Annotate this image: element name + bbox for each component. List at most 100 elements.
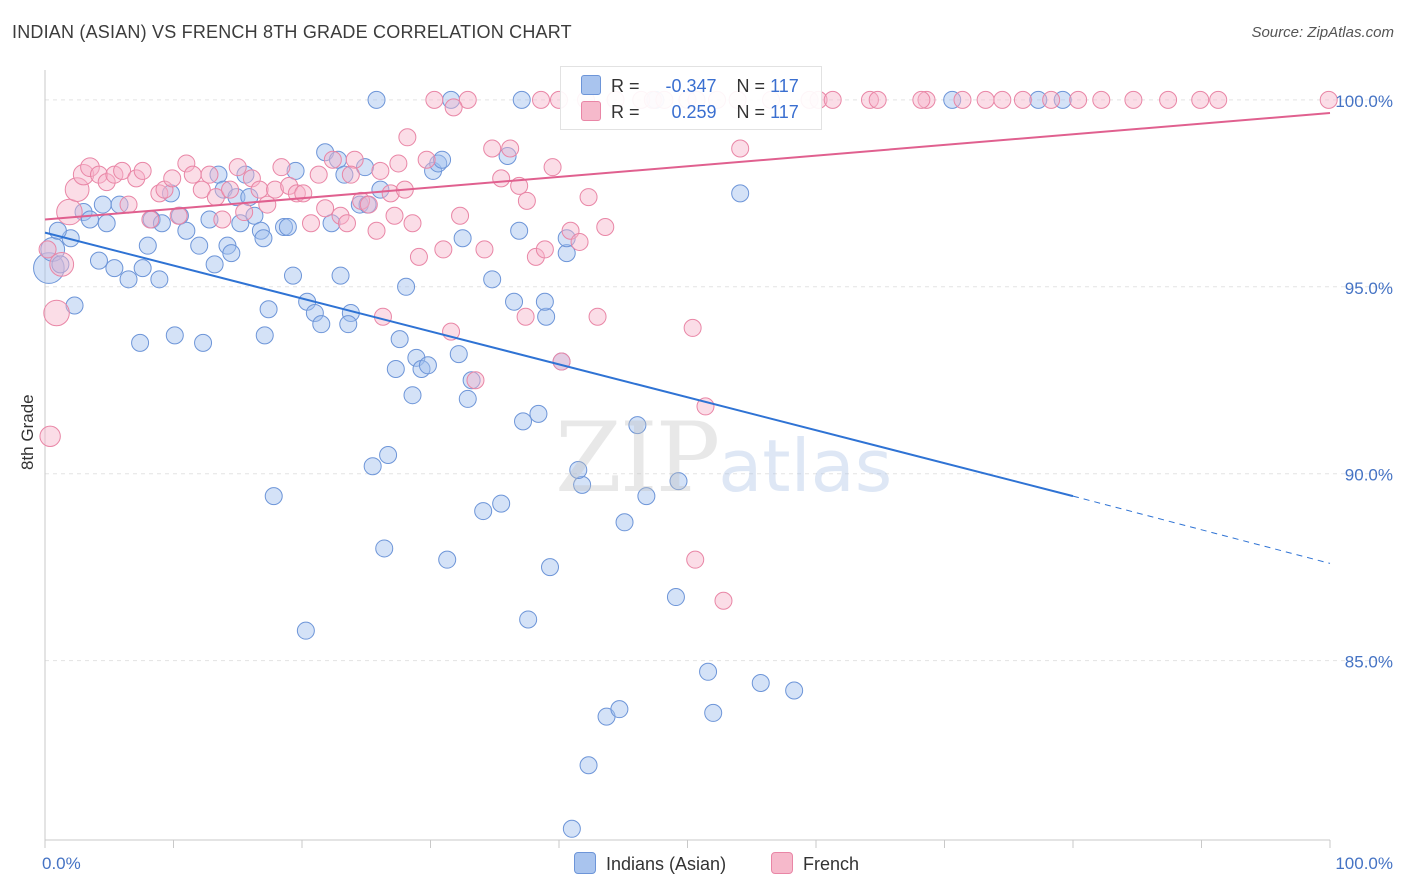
point-french [337,214,356,233]
legend-item-indians[interactable]: Indians (Asian) [574,852,726,875]
point-french [409,247,428,266]
point-indians-asian [666,588,685,607]
point-indians-asian [474,502,493,521]
point-indians-asian [335,165,354,184]
point-indians-asian [152,214,171,233]
point-french [683,318,702,337]
point-indians-asian [529,404,548,423]
point-indians-asian [275,217,294,236]
point-indians-asian [97,214,116,233]
legend: Indians (Asian) French [0,852,1406,878]
point-indians-asian [165,326,184,345]
point-indians-asian [610,700,629,719]
point-indians-asian [505,292,524,311]
point-french [1013,90,1032,109]
point-indians-asian [483,270,502,289]
point-indians-asian [375,539,394,558]
point-indians-asian [433,150,452,169]
point-french [532,90,551,109]
point-indians-asian [138,236,157,255]
x-tick-label: 0.0% [42,854,81,873]
point-indians-asian [367,90,386,109]
axes [44,70,1331,848]
point-indians-asian [731,184,750,203]
point-indians-asian [371,180,390,199]
point-french [341,165,360,184]
point-indians-asian [628,416,647,435]
point-indians-asian [535,292,554,311]
point-indians-asian [492,494,511,513]
point-indians-asian [89,251,108,270]
point-indians-asian [150,270,169,289]
point-french [301,214,320,233]
point-french [451,206,470,225]
point-indians-asian [65,296,84,315]
point-indians-asian [704,703,723,722]
point-indians-asian [785,681,804,700]
point-french [976,90,995,109]
point-indians-asian [305,303,324,322]
point-french [213,210,232,229]
point-french [97,173,116,192]
point-indians-asian [227,188,246,207]
point-french [316,199,335,218]
point-indians-asian [245,206,264,225]
point-indians-asian [573,475,592,494]
point-french [912,90,931,109]
point-french [526,247,545,266]
legend-swatch-indians [574,852,596,874]
point-french [113,161,132,180]
point-french [993,90,1012,109]
point-indians-asian [699,662,718,681]
point-french [272,158,291,177]
legend-item-french[interactable]: French [771,852,859,875]
series-french [38,90,1338,610]
point-french [235,203,254,222]
point-french [127,169,146,188]
point-indians-asian [278,217,297,236]
point-french [501,139,520,158]
point-french [389,154,408,173]
point-french [56,198,83,226]
point-indians-asian [1029,90,1048,109]
point-french [517,191,536,210]
point-french [1124,90,1143,109]
point-indians-asian [259,300,278,319]
point-indians-asian [390,330,409,349]
trend-lines [44,111,1331,564]
legend-label-indians: Indians (Asian) [606,854,727,874]
source-label: Source: ZipAtlas.com [1251,24,1394,41]
y-tick-label: 95.0% [1345,279,1393,298]
stats-swatch-french [581,101,601,121]
point-french [516,307,535,326]
point-french [535,240,554,259]
n-value: 117 [770,76,799,96]
point-indians-asian [519,610,538,629]
point-french [80,157,100,178]
point-french [466,371,485,390]
point-indians-asian [133,259,152,278]
point-french [200,165,219,184]
point-french [434,240,453,259]
point-indians-asian [93,195,112,214]
tick-labels: 100.0% 95.0% 90.0% 85.0% 0.0% 100.0% [42,92,1393,873]
n-value: 117 [770,102,799,122]
point-french [221,180,240,199]
legend-label-french: French [803,854,860,874]
point-french [250,180,269,199]
point-french [345,150,364,169]
point-french [133,161,152,180]
x-tick-label: 100.0% [1335,854,1393,873]
point-indians-asian [669,472,688,491]
point-indians-asian [943,90,962,109]
point-indians-asian [579,756,598,775]
point-indians-asian [355,158,374,177]
point-indians-asian [177,221,196,240]
stats-row-french: R = 0.259 N = 117 [581,101,799,125]
point-french [458,90,477,109]
point-french [163,169,182,188]
point-indians-asian [449,345,468,364]
y-tick-label: 100.0% [1335,92,1393,111]
point-french [588,307,607,326]
r-value: -0.347 [665,76,717,96]
